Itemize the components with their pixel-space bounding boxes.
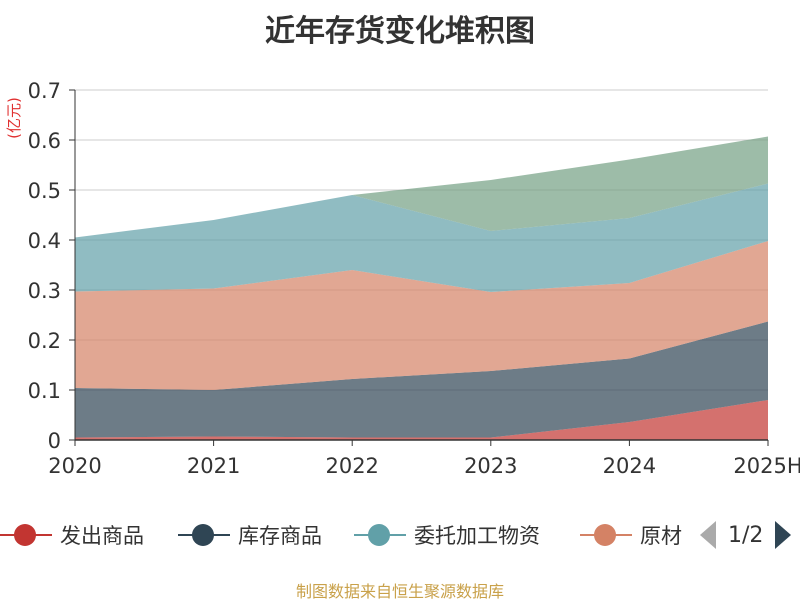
legend-prev-page-icon[interactable] bbox=[700, 521, 716, 549]
y-axis-unit-label: (亿元) bbox=[5, 97, 23, 139]
legend-next-page-icon[interactable] bbox=[775, 521, 791, 549]
legend-item[interactable]: 库存商品 bbox=[178, 515, 322, 555]
x-tick-label: 2025H bbox=[733, 454, 800, 478]
y-tick-label: 0.1 bbox=[28, 379, 61, 403]
legend-item[interactable]: 委托加工物资 bbox=[354, 515, 540, 555]
x-tick-label: 2024 bbox=[603, 454, 656, 478]
legend-label: 委托加工物资 bbox=[414, 520, 540, 550]
y-tick-label: 0.3 bbox=[28, 279, 61, 303]
legend-marker-icon bbox=[580, 523, 632, 547]
area-series bbox=[75, 136, 768, 440]
y-tick-label: 0.4 bbox=[28, 229, 61, 253]
x-tick-label: 2020 bbox=[48, 454, 101, 478]
x-tick-label: 2021 bbox=[187, 454, 240, 478]
legend-item[interactable]: 发出商品 bbox=[0, 515, 144, 555]
legend-marker-icon bbox=[0, 523, 52, 547]
legend-label: 发出商品 bbox=[60, 520, 144, 550]
y-tick-label: 0.2 bbox=[28, 329, 61, 353]
legend-marker-icon bbox=[354, 523, 406, 547]
source-note: 制图数据来自恒生聚源数据库 bbox=[0, 578, 800, 602]
legend-page-indicator: 1/2 bbox=[728, 523, 763, 548]
y-tick-label: 0.7 bbox=[28, 79, 61, 103]
y-tick-label: 0.5 bbox=[28, 179, 61, 203]
x-tick-label: 2023 bbox=[464, 454, 517, 478]
legend-pager: 1/2 bbox=[700, 515, 791, 555]
legend-label: 库存商品 bbox=[238, 520, 322, 550]
x-tick-label: 2022 bbox=[325, 454, 378, 478]
legend-marker-icon bbox=[178, 523, 230, 547]
legend-label: 原材 bbox=[640, 520, 682, 550]
legend: 发出商品 库存商品 委托加工物资 原材 bbox=[0, 515, 800, 555]
legend-item[interactable]: 原材 bbox=[580, 515, 682, 555]
y-tick-label: 0.6 bbox=[28, 129, 61, 153]
y-tick-label: 0 bbox=[48, 429, 61, 453]
